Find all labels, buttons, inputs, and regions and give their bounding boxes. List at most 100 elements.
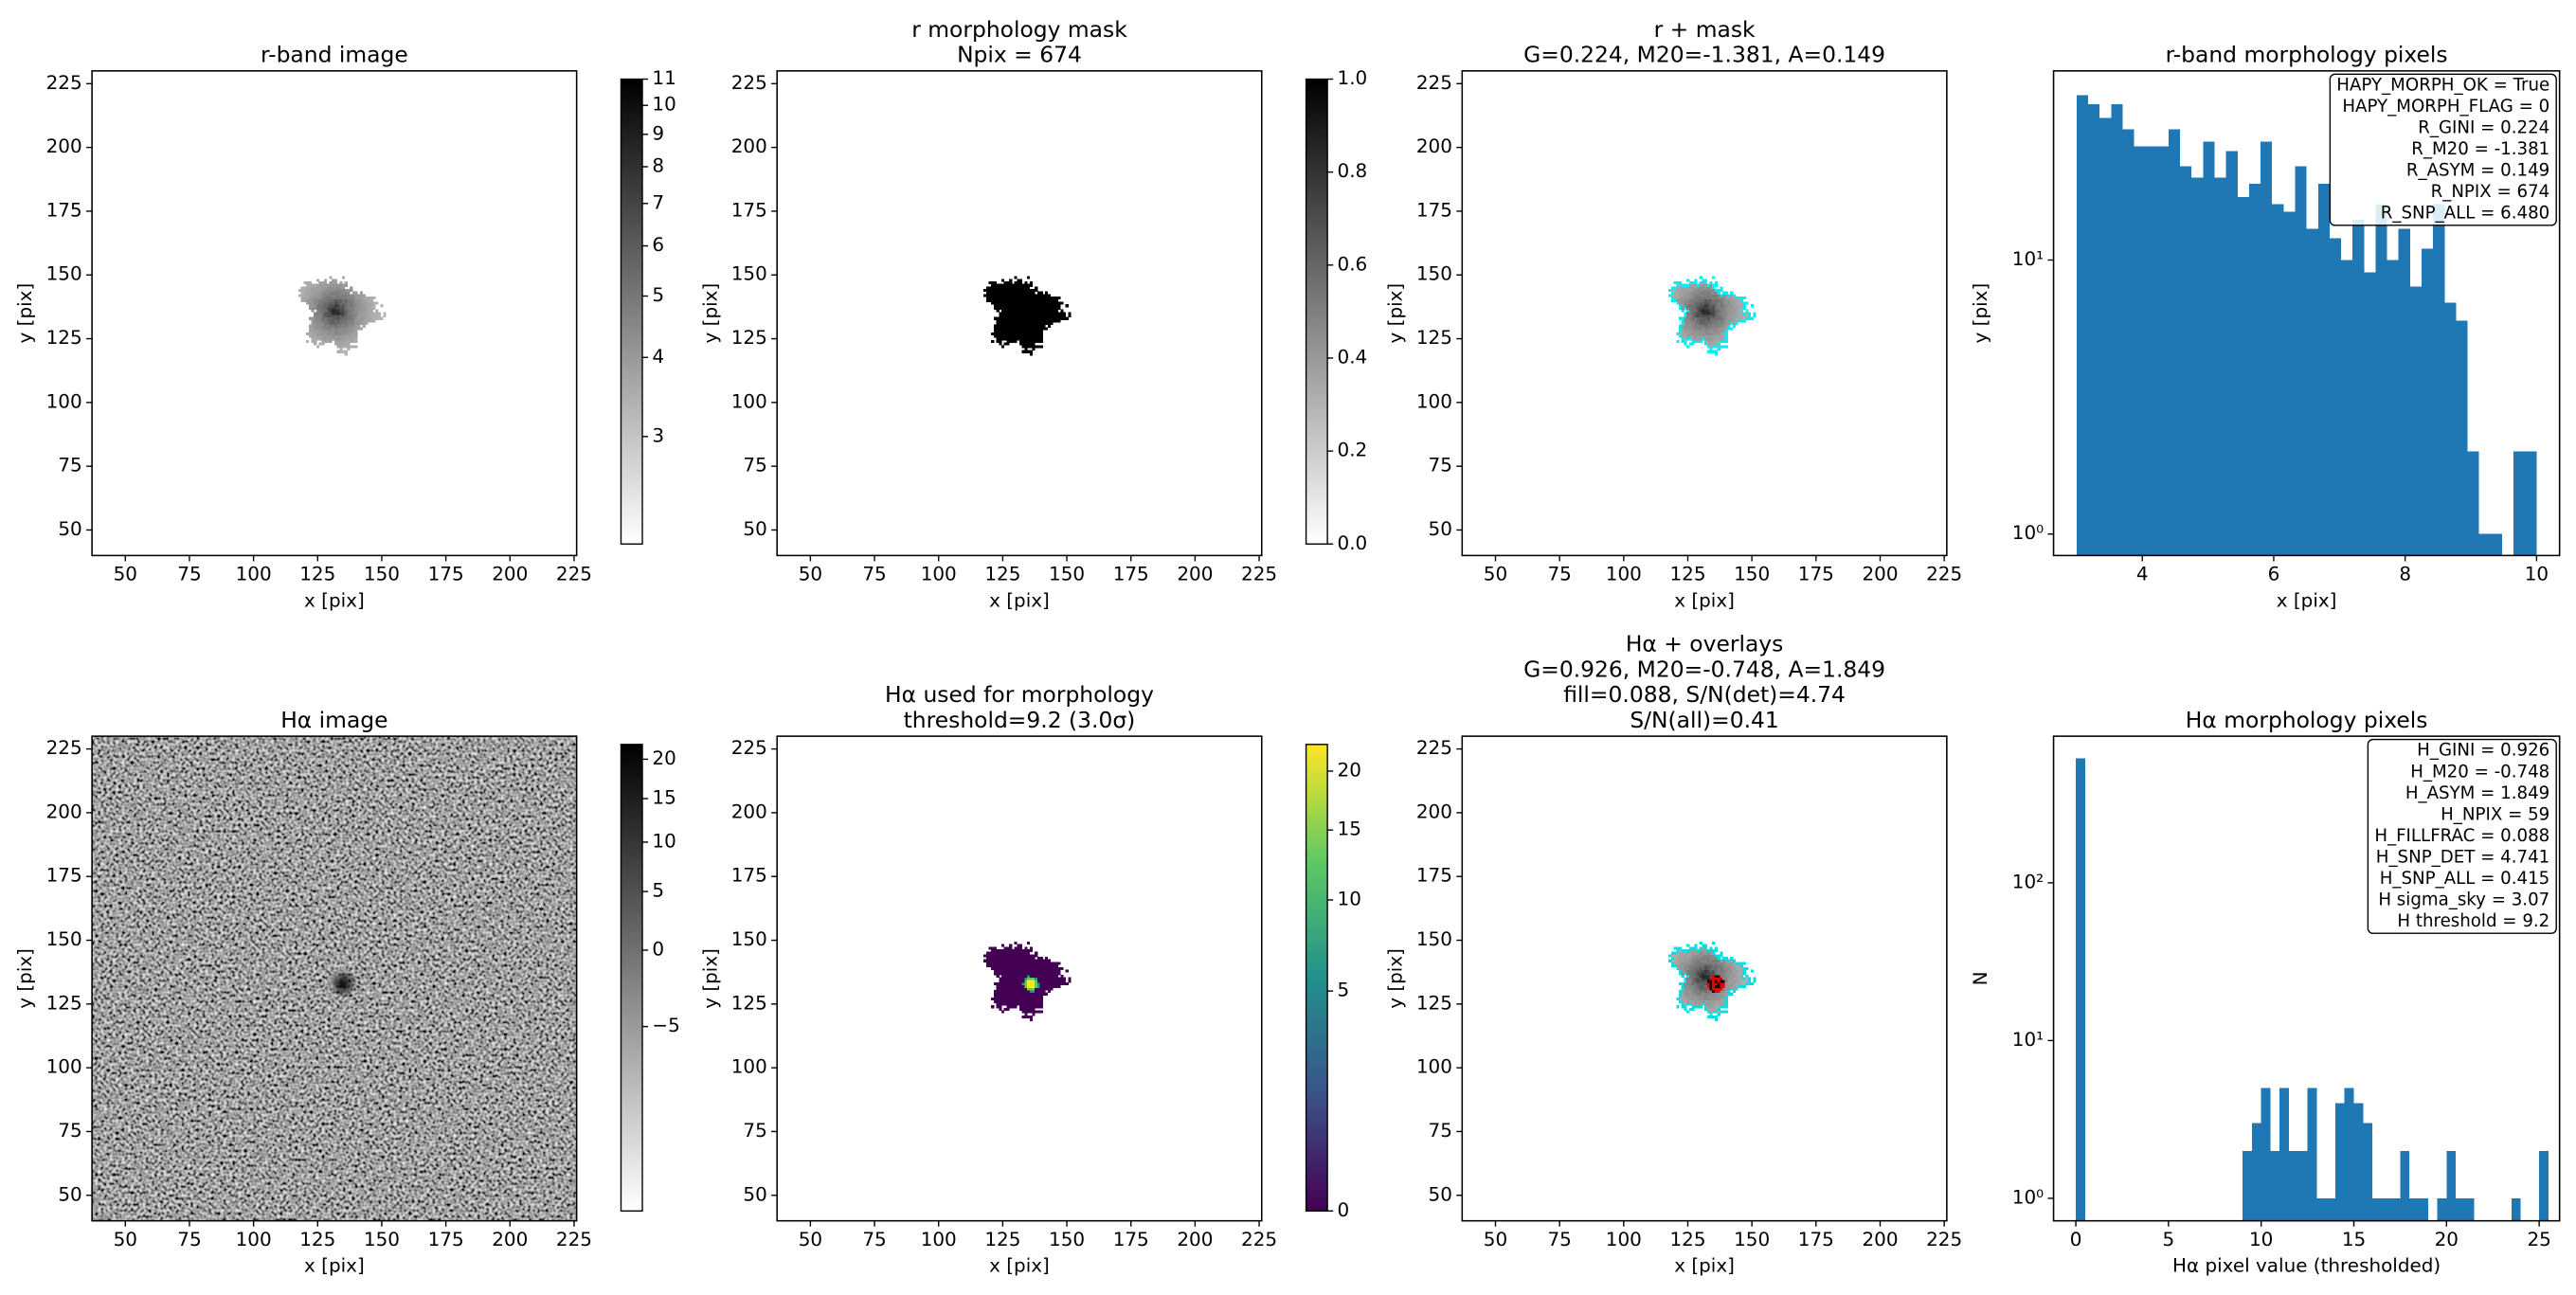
image-pixel xyxy=(1047,324,1051,328)
image-pixel xyxy=(324,322,328,326)
image-pixel xyxy=(1009,297,1013,300)
image-pixel xyxy=(999,314,1002,318)
image-pixel xyxy=(1709,980,1713,983)
image-pixel xyxy=(1686,995,1690,998)
image-pixel xyxy=(1694,298,1698,302)
image-pixel xyxy=(1050,298,1054,302)
image-pixel xyxy=(1696,330,1701,333)
image-pixel xyxy=(1688,316,1692,320)
image-pixel xyxy=(1696,977,1701,980)
image-pixel xyxy=(1039,327,1043,331)
image-pixel xyxy=(1027,301,1031,305)
image-pixel xyxy=(1686,334,1690,338)
image-pixel xyxy=(1011,312,1016,315)
image-pixel xyxy=(1739,306,1744,311)
image-pixel xyxy=(1722,987,1726,991)
image-pixel xyxy=(1712,289,1716,293)
image-pixel xyxy=(1724,990,1728,994)
image-pixel xyxy=(1722,291,1726,295)
image-pixel xyxy=(1032,959,1036,962)
image-pixel xyxy=(1032,297,1036,300)
image-pixel xyxy=(1712,306,1716,311)
image-pixel xyxy=(1011,297,1016,300)
image-pixel xyxy=(1720,964,1723,968)
image-pixel xyxy=(1684,957,1687,961)
image-pixel xyxy=(314,297,317,300)
image-pixel xyxy=(1730,327,1734,331)
image-pixel xyxy=(1001,974,1005,978)
image-pixel xyxy=(996,972,1000,976)
image-pixel xyxy=(1684,337,1687,341)
image-pixel xyxy=(321,304,325,308)
image-pixel xyxy=(1021,345,1025,349)
image-pixel xyxy=(1001,291,1005,295)
histogram-bar xyxy=(2344,1088,2354,1221)
image-pixel xyxy=(1017,322,1020,326)
image-pixel xyxy=(1035,998,1038,1001)
image-pixel xyxy=(339,334,343,338)
image-pixel xyxy=(1704,298,1708,302)
image-pixel xyxy=(1702,948,1705,953)
image-pixel xyxy=(1684,990,1687,994)
image-pixel xyxy=(1027,334,1031,338)
image-pixel xyxy=(1722,966,1726,970)
y-tick-label: 200 xyxy=(46,800,82,822)
y-axis-label: y [pix] xyxy=(1969,283,1991,344)
y-tick-label: 175 xyxy=(731,198,767,221)
image-pixel xyxy=(1679,981,1683,986)
image-pixel xyxy=(1691,1002,1695,1006)
y-tick-label: 125 xyxy=(1416,991,1452,1014)
image-pixel xyxy=(362,306,366,311)
image-pixel xyxy=(993,969,998,973)
image-pixel xyxy=(1712,995,1716,998)
image-pixel xyxy=(993,998,998,1001)
image-pixel xyxy=(1006,998,1010,1001)
image-pixel xyxy=(375,316,379,320)
image-pixel xyxy=(1704,999,1708,1003)
image-pixel xyxy=(1018,959,1023,962)
image-pixel xyxy=(1699,972,1702,976)
image-pixel xyxy=(1699,987,1702,991)
image-pixel xyxy=(1039,1005,1043,1009)
image-pixel xyxy=(1699,280,1702,285)
image-pixel xyxy=(342,324,346,328)
image-pixel xyxy=(1017,289,1020,293)
image-pixel xyxy=(350,297,353,300)
image-pixel xyxy=(1722,962,1726,965)
image-pixel xyxy=(347,306,351,311)
image-pixel xyxy=(1032,301,1036,305)
image-pixel xyxy=(1727,298,1731,302)
image-pixel xyxy=(351,330,355,333)
image-pixel xyxy=(1011,974,1016,978)
image-pixel xyxy=(1009,957,1013,961)
image-pixel xyxy=(1003,1007,1007,1012)
image-pixel xyxy=(1018,995,1023,998)
image-pixel xyxy=(985,298,989,302)
image-pixel xyxy=(1722,314,1726,318)
image-pixel xyxy=(1670,957,1675,961)
x-tick-label: 225 xyxy=(1241,1228,1277,1250)
image-pixel xyxy=(1018,990,1023,994)
image-pixel xyxy=(1009,984,1013,988)
image-pixel xyxy=(1702,297,1705,300)
image-pixel xyxy=(1745,301,1749,305)
image-pixel xyxy=(1039,297,1043,300)
image-pixel xyxy=(1029,992,1033,996)
image-pixel xyxy=(1694,962,1698,965)
image-pixel xyxy=(1036,998,1041,1001)
image-pixel xyxy=(1684,969,1687,973)
image-pixel xyxy=(1035,969,1038,973)
image-pixel xyxy=(1676,964,1680,968)
image-pixel xyxy=(1712,309,1716,313)
image-pixel xyxy=(1688,306,1692,311)
image-pixel xyxy=(1021,332,1025,335)
image-pixel xyxy=(1709,297,1713,300)
x-tick-label: 125 xyxy=(299,1228,335,1250)
image-pixel xyxy=(1727,319,1731,323)
image-pixel xyxy=(1036,324,1041,328)
image-pixel xyxy=(354,314,358,318)
image-pixel xyxy=(1035,316,1038,320)
image-pixel xyxy=(1706,987,1710,991)
image-pixel xyxy=(333,309,338,313)
image-pixel xyxy=(1027,969,1031,973)
